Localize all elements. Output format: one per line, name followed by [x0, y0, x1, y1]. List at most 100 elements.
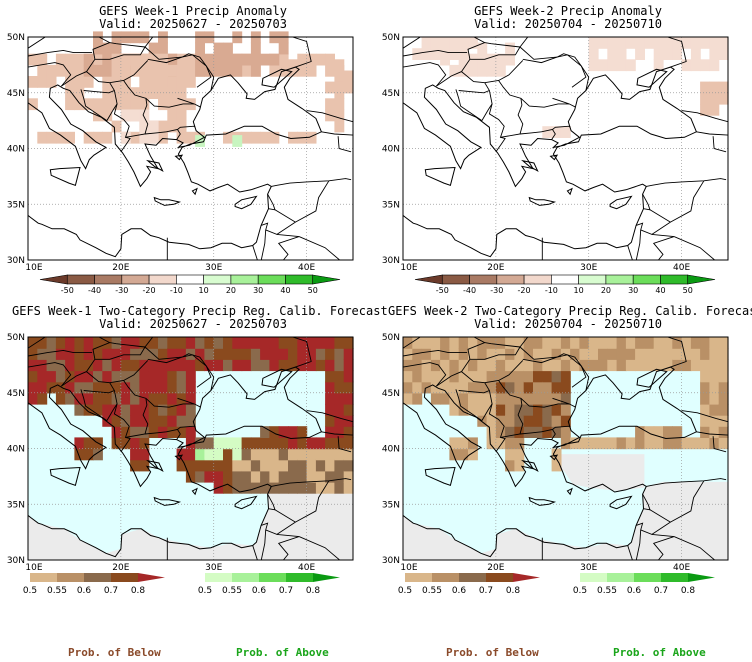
colorbar-label: 50 [683, 286, 693, 295]
anomaly-cell [204, 53, 215, 66]
colorbar-label: -40 [463, 286, 476, 295]
probability-cell [334, 415, 345, 427]
border-line [436, 46, 587, 88]
island-outline [394, 115, 399, 132]
anomaly-cell [83, 98, 94, 111]
anomaly-cell [120, 109, 131, 122]
probability-cell [495, 403, 506, 416]
probability-cell [560, 337, 571, 349]
probability-cell [139, 459, 150, 472]
probability-cell [306, 459, 317, 472]
probability-cell [55, 370, 66, 383]
border-line [61, 46, 212, 88]
anomaly-cell [278, 42, 289, 55]
probability-cell [542, 337, 553, 349]
probability-cell [111, 348, 122, 360]
probability-cell [241, 448, 252, 461]
probability-cell [213, 459, 224, 472]
probability-cell [700, 337, 710, 349]
probability-cell [477, 359, 488, 372]
y-tick-label: 40N [382, 445, 400, 455]
probability-cell [588, 337, 599, 349]
probability-cell [477, 392, 488, 405]
probability-cell [672, 348, 683, 360]
x-tick-label: 40E [673, 263, 690, 273]
probability-cell [241, 337, 252, 349]
probability-cell [158, 337, 168, 349]
coastline [403, 66, 698, 258]
x-tick-label: 10E [400, 263, 417, 273]
probability-cell [195, 348, 205, 360]
probability-cell [269, 481, 280, 494]
anomaly-cell [195, 64, 205, 77]
y-tick-label: 40N [7, 145, 25, 155]
border-line [552, 97, 570, 105]
probability-cell [663, 426, 673, 438]
border-line [144, 337, 154, 348]
probability-cell [46, 359, 57, 372]
anomaly-cell [148, 120, 159, 133]
anomaly-cell [495, 53, 506, 66]
border-line [321, 431, 353, 436]
border-line [520, 97, 576, 108]
anomaly-cell [718, 48, 729, 60]
anomaly-cell [167, 98, 178, 111]
probability-cell [570, 437, 580, 450]
probability-cell [635, 359, 645, 372]
probability-cell [315, 359, 326, 372]
probability-cell [167, 348, 178, 360]
probability-cell [542, 370, 553, 383]
probability-cell [74, 403, 85, 416]
probability-cell [570, 337, 580, 349]
border-line [267, 493, 276, 511]
probability-cell [653, 426, 664, 438]
probability-cell [297, 481, 308, 494]
anomaly-cell [120, 87, 131, 99]
anomaly-cell [185, 64, 196, 77]
probability-cell [176, 348, 187, 360]
border-line [337, 436, 352, 453]
probability-cell [458, 437, 469, 450]
anomaly-cell [607, 59, 618, 72]
probability-cell [213, 448, 224, 461]
map-lines-2 [394, 37, 728, 260]
anomaly-cell [120, 53, 131, 66]
probability-cell [495, 437, 506, 450]
probability-cell [635, 348, 645, 360]
probability-cell [167, 415, 178, 427]
anomaly-cell [158, 76, 168, 88]
probability-cell [232, 459, 243, 472]
probability-cell [681, 337, 692, 349]
probability-cell [449, 381, 460, 394]
anomaly-cell [672, 37, 683, 49]
probability-cell [430, 337, 441, 349]
probability-cell [403, 381, 413, 394]
border-line [664, 337, 687, 368]
probability-cell [325, 415, 335, 427]
border-line [252, 545, 258, 560]
anomaly-cell [598, 37, 608, 49]
probability-cell [148, 403, 159, 416]
anomaly-cell [343, 81, 354, 94]
y-tick-label: 30N [7, 556, 25, 566]
anomaly-cell [625, 59, 636, 72]
anomaly-cell [709, 37, 720, 49]
probability-cell [709, 359, 720, 372]
border-line [681, 410, 728, 423]
border-line [552, 397, 570, 405]
island-outline [566, 187, 573, 196]
border-line [461, 360, 524, 384]
colorbar-swatch [523, 274, 552, 285]
probability-cell [37, 370, 48, 383]
colorbar-label: 30 [628, 286, 638, 295]
probability-cell [412, 359, 423, 372]
anomaly-cell [653, 37, 664, 49]
probability-cell [195, 448, 205, 461]
colorbar-label: -20 [143, 286, 156, 295]
probability-cell [176, 426, 187, 438]
anomaly-cell [663, 37, 673, 49]
above-colorbar-left-swatch [205, 573, 232, 582]
probability-cell [223, 437, 233, 450]
anomaly-cell [148, 53, 159, 66]
probability-cell [260, 437, 270, 450]
